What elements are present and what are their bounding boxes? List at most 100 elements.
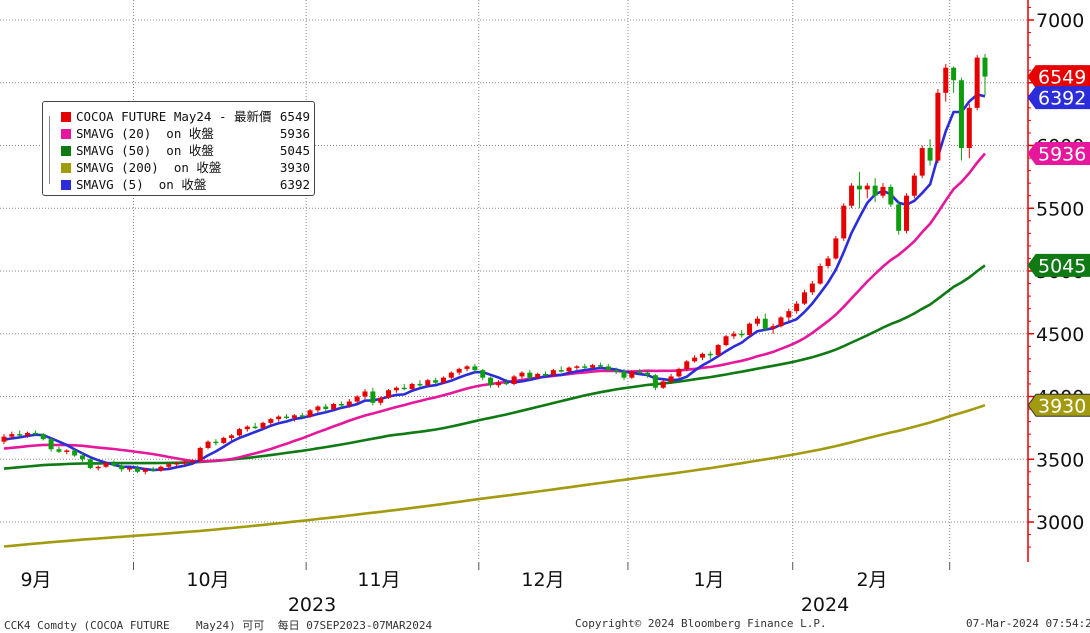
value-tag-3930: 3930 [1027, 393, 1090, 417]
y-tick-label: 3500 [1036, 449, 1084, 471]
candle-body [158, 466, 164, 471]
candle-body [480, 370, 486, 378]
candle-body [550, 370, 556, 376]
legend-series-name: SMAVG (20) on 收盤 [76, 126, 214, 141]
candle-body [488, 377, 494, 386]
candle-body [519, 372, 525, 377]
ma-line-20 [3, 152, 986, 463]
candle-body [32, 432, 38, 435]
candle-body [919, 148, 925, 176]
candle-body [841, 205, 847, 239]
legend-tree-line [49, 116, 58, 184]
x-month-label: 1月 [693, 569, 724, 591]
candle-body [284, 416, 290, 419]
candle-body [707, 353, 713, 356]
candle-body [111, 463, 117, 466]
candle-body [543, 373, 549, 376]
candle-body [809, 283, 815, 293]
candle-body [307, 410, 313, 417]
legend-swatch [61, 129, 71, 139]
value-tag-shape [1027, 253, 1090, 277]
legend-row: SMAVG (20) on 收盤 5936 [43, 125, 316, 143]
candle-body [291, 415, 297, 418]
candle-body [315, 406, 321, 411]
candle-body [801, 292, 807, 304]
y-tick-label: 4500 [1036, 324, 1084, 346]
candle-body [786, 311, 792, 318]
candlesticks [1, 53, 988, 475]
value-tag-shape [1027, 65, 1090, 89]
moving-average-lines [3, 93, 986, 548]
x-month-label: 12月 [521, 569, 564, 591]
candle-body [503, 382, 509, 385]
value-tag-shape [1027, 142, 1090, 166]
y-tick-label: 7000 [1036, 10, 1084, 32]
candle-body [582, 366, 588, 368]
candle-body [558, 370, 564, 372]
candle-body [590, 365, 596, 368]
legend-series-name: COCOA FUTURE May24 - 最新價 [76, 109, 272, 124]
value-tag-5045: 5045 [1027, 253, 1090, 277]
candle-body [393, 387, 399, 391]
candle-body [127, 468, 133, 470]
value-tag-text: 6392 [1038, 88, 1086, 110]
candle-body [880, 186, 886, 196]
legend-series-value: 3930 [279, 160, 310, 175]
candle-body [637, 371, 643, 373]
ma-line-200 [3, 404, 986, 548]
candle-body [221, 437, 227, 443]
candle-body [213, 441, 219, 444]
candle-body [425, 380, 431, 386]
candle-body [166, 464, 172, 467]
candle-body [472, 366, 478, 371]
candle-body [833, 238, 839, 259]
legend-row: SMAVG (200) on 收盤 3930 [43, 159, 316, 177]
candle-body [72, 450, 78, 456]
candle-body [323, 406, 329, 410]
candle-body [268, 419, 274, 423]
candle-body [747, 323, 753, 336]
candle-body [856, 185, 862, 190]
candle-body [723, 336, 729, 346]
candle-body [386, 390, 392, 398]
candle-body [613, 370, 619, 372]
candle-body [25, 432, 31, 436]
x-month-label: 9月 [20, 569, 51, 591]
candle-body [448, 372, 454, 378]
ma-line-5 [3, 93, 986, 472]
x-month-label: 2月 [856, 569, 887, 591]
legend-swatch [61, 180, 71, 190]
candle-body [197, 447, 203, 461]
candle-body [346, 401, 352, 406]
candle-body [331, 404, 337, 410]
candle-body [134, 468, 140, 472]
candle-body [911, 175, 917, 196]
candle-body [95, 466, 101, 469]
candle-body [896, 204, 902, 231]
candle-body [236, 429, 242, 436]
candle-body [244, 426, 250, 430]
candle-body [252, 426, 258, 429]
legend-swatch [61, 146, 71, 156]
value-tag-text: 6549 [1038, 67, 1086, 89]
value-tag-shape [1027, 86, 1090, 110]
candle-body [794, 303, 800, 312]
candle-body [362, 391, 368, 397]
candle-body [943, 67, 949, 93]
candle-body [260, 422, 266, 428]
candle-body [189, 460, 195, 463]
candle-body [174, 463, 180, 465]
value-tag-text: 3930 [1038, 395, 1086, 417]
candle-body [440, 377, 446, 383]
candle-body [605, 366, 611, 371]
value-tag-shape [1027, 393, 1090, 417]
candle-body [527, 372, 533, 378]
footer-timestamp: 07-Mar-2024 07:54:26 [966, 617, 1090, 630]
candle-body [699, 353, 705, 358]
legend-swatch [61, 163, 71, 173]
candle-body [229, 435, 235, 438]
legend-series-value: 5045 [279, 143, 310, 158]
candle-body [299, 415, 305, 417]
y-tick-label: 3000 [1036, 512, 1084, 534]
candle-body [754, 318, 760, 324]
